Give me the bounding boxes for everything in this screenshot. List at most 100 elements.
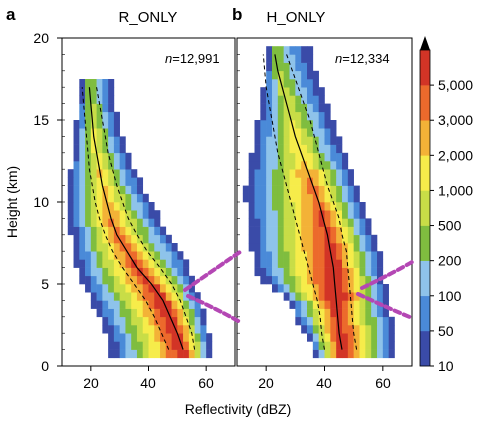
heatmap-cell xyxy=(254,193,261,203)
heatmap-cell xyxy=(79,210,86,219)
heatmap-cell xyxy=(295,251,302,260)
connector-upper xyxy=(183,250,242,292)
heatmap-cell xyxy=(108,316,115,326)
heatmap-cell xyxy=(119,136,126,145)
heatmap-cell xyxy=(142,316,149,326)
heatmap-cell xyxy=(85,251,92,260)
heatmap-cell xyxy=(283,275,290,285)
heatmap-cell xyxy=(365,218,372,227)
heatmap-cell xyxy=(90,161,97,170)
heatmap-cell xyxy=(295,103,302,113)
heatmap-cell xyxy=(347,308,354,318)
heatmap-cell xyxy=(283,185,290,195)
heatmap-cell xyxy=(90,144,97,154)
heatmap-cell xyxy=(324,161,331,170)
heatmap-cell xyxy=(330,152,337,162)
heatmap-cell xyxy=(125,234,132,244)
heatmap-cell xyxy=(79,136,86,145)
heatmap-cell xyxy=(73,218,80,227)
heatmap-cell xyxy=(113,300,120,309)
heatmap-cell xyxy=(148,210,155,219)
heatmap-cell xyxy=(131,325,138,334)
heatmap-cell xyxy=(283,284,290,293)
heatmap-cell xyxy=(307,62,314,72)
heatmap-cell xyxy=(324,226,331,236)
heatmap-cell xyxy=(171,308,178,318)
heatmap-cell xyxy=(73,234,80,244)
heatmap-cell xyxy=(113,292,120,301)
heatmap-cell xyxy=(266,275,273,285)
heatmap-cell xyxy=(108,226,115,236)
heatmap-cell xyxy=(67,185,74,195)
heatmap-cell xyxy=(160,292,167,301)
heatmap-cell xyxy=(330,128,337,137)
heatmap-cell xyxy=(90,87,97,96)
heatmap-cell xyxy=(289,128,296,137)
heatmap-cell xyxy=(283,62,290,72)
heatmap-cell xyxy=(125,161,132,170)
heatmap-cell xyxy=(283,169,290,178)
heatmap-cell xyxy=(307,234,314,244)
heatmap-cell xyxy=(200,349,207,359)
heatmap-cell xyxy=(171,259,178,268)
heatmap-cell xyxy=(336,161,343,170)
heatmap-cell xyxy=(165,259,172,268)
heatmap-cell xyxy=(318,185,325,195)
heatmap-cell xyxy=(377,333,384,342)
heatmap-cell xyxy=(365,308,372,318)
y-tick-label-5: 5 xyxy=(41,276,49,292)
heatmap-cell xyxy=(131,202,138,211)
heatmap-cell xyxy=(324,333,331,342)
heatmap-cell xyxy=(307,87,314,96)
heatmap-cell xyxy=(312,161,319,170)
heatmap-cell xyxy=(266,62,273,72)
heatmap-cell xyxy=(277,46,284,55)
heatmap-cell xyxy=(108,234,115,244)
heatmap-cell xyxy=(165,275,172,285)
heatmap-cell xyxy=(347,316,354,326)
heatmap-cell xyxy=(73,177,80,186)
heatmap-cell xyxy=(102,218,109,227)
heatmap-cell xyxy=(96,144,103,154)
heatmap-cell xyxy=(365,275,372,285)
heatmap-cell xyxy=(330,226,337,236)
heatmap-cell xyxy=(266,70,273,80)
heatmap-cell xyxy=(289,46,296,55)
heatmap-cell xyxy=(342,226,349,236)
heatmap-cell xyxy=(148,341,155,350)
heatmap-cell xyxy=(108,202,115,211)
heatmap-cell xyxy=(119,169,126,178)
heatmap-cell xyxy=(272,202,279,211)
connector-lower xyxy=(186,294,242,324)
heatmap-cell xyxy=(254,161,261,170)
heatmap-cell xyxy=(330,120,337,129)
heatmap-cell xyxy=(336,267,343,277)
heatmap-cell xyxy=(289,95,296,104)
heatmap-cell xyxy=(353,193,360,203)
heatmap-cell xyxy=(342,161,349,170)
heatmap-cell xyxy=(312,169,319,178)
heatmap-cell xyxy=(260,243,267,252)
heatmap-cell xyxy=(377,308,384,318)
heatmap-cell xyxy=(277,243,284,252)
heatmap-cell xyxy=(177,267,184,277)
heatmap-cell xyxy=(277,111,284,121)
heatmap-cell xyxy=(301,161,308,170)
heatmap-cell xyxy=(272,284,279,293)
heatmap-cell xyxy=(330,210,337,219)
heatmap-cell xyxy=(125,193,132,203)
heatmap-cell xyxy=(206,333,213,342)
heatmap-cell xyxy=(312,349,319,359)
heatmap-cell xyxy=(283,54,290,63)
heatmap-cell xyxy=(307,292,314,301)
heatmap-cell xyxy=(301,251,308,260)
heatmap-cell xyxy=(177,333,184,342)
heatmap-cell xyxy=(177,308,184,318)
heatmap-cell xyxy=(125,243,132,252)
heatmap-cell xyxy=(330,300,337,309)
heatmap-cell xyxy=(266,152,273,162)
heatmap-cell xyxy=(365,349,372,359)
heatmap-cell xyxy=(96,275,103,285)
heatmap-cell xyxy=(260,267,267,277)
heatmap-cell xyxy=(248,152,255,162)
